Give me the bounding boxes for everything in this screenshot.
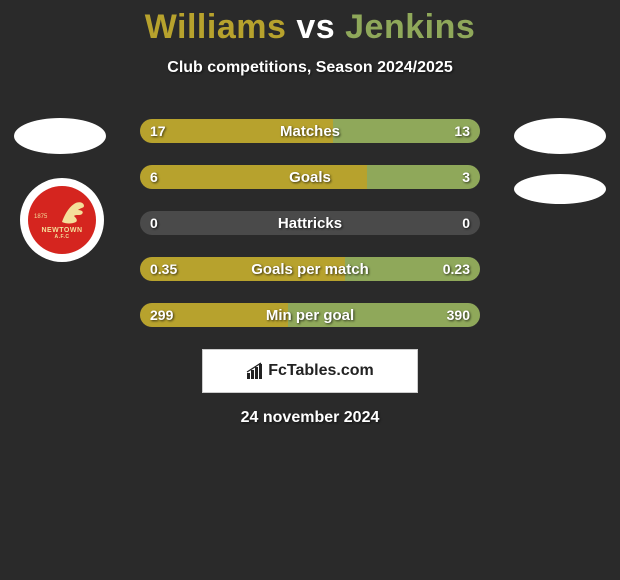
vs-text: vs xyxy=(296,8,335,46)
crest-afc: A.F.C xyxy=(28,234,96,240)
watermark: FcTables.com xyxy=(202,349,418,393)
crest-shield: 1875 NEWTOWN A.F.C xyxy=(28,186,96,254)
stat-bar-left-fill xyxy=(140,257,345,281)
team-logo-right-ellipse-1 xyxy=(514,118,606,154)
team-logo-right-ellipse-2 xyxy=(514,174,606,204)
stat-label: Hattricks xyxy=(140,211,480,235)
watermark-text: FcTables.com xyxy=(268,362,374,380)
stat-bar-right-fill xyxy=(345,257,480,281)
stat-bar: 63Goals xyxy=(140,165,480,189)
stat-bar-right-fill xyxy=(333,119,480,143)
subtitle: Club competitions, Season 2024/2025 xyxy=(0,59,620,77)
griffin-icon xyxy=(58,198,88,228)
stat-bar-right-fill xyxy=(288,303,480,327)
stat-bar-right-fill xyxy=(367,165,480,189)
crest-name: NEWTOWN xyxy=(28,227,96,234)
player1-name: Williams xyxy=(145,8,287,46)
stat-bar-left-fill xyxy=(140,303,288,327)
stat-bar-left-fill xyxy=(140,119,333,143)
stat-bar: 1713Matches xyxy=(140,119,480,143)
stat-bars-container: 1713Matches 63Goals 0 0Hattricks 0.350.23Goa… xyxy=(140,119,480,327)
stat-bar: 0.350.23Goals per match xyxy=(140,257,480,281)
club-crest: 1875 NEWTOWN A.F.C xyxy=(20,178,104,262)
stat-bar: 0 0Hattricks xyxy=(140,211,480,235)
bar-chart-icon xyxy=(246,362,264,380)
stat-value-left: 0 xyxy=(150,211,158,235)
crest-year: 1875 xyxy=(34,214,47,220)
stat-bar-left-fill xyxy=(140,165,367,189)
player2-name: Jenkins xyxy=(345,8,475,46)
date-label: 24 november 2024 xyxy=(0,409,620,427)
stat-value-right: 0 xyxy=(462,211,470,235)
team-logo-left-ellipse xyxy=(14,118,106,154)
comparison-title: Williams vs Jenkins xyxy=(0,0,620,47)
stat-bar: 299390Min per goal xyxy=(140,303,480,327)
